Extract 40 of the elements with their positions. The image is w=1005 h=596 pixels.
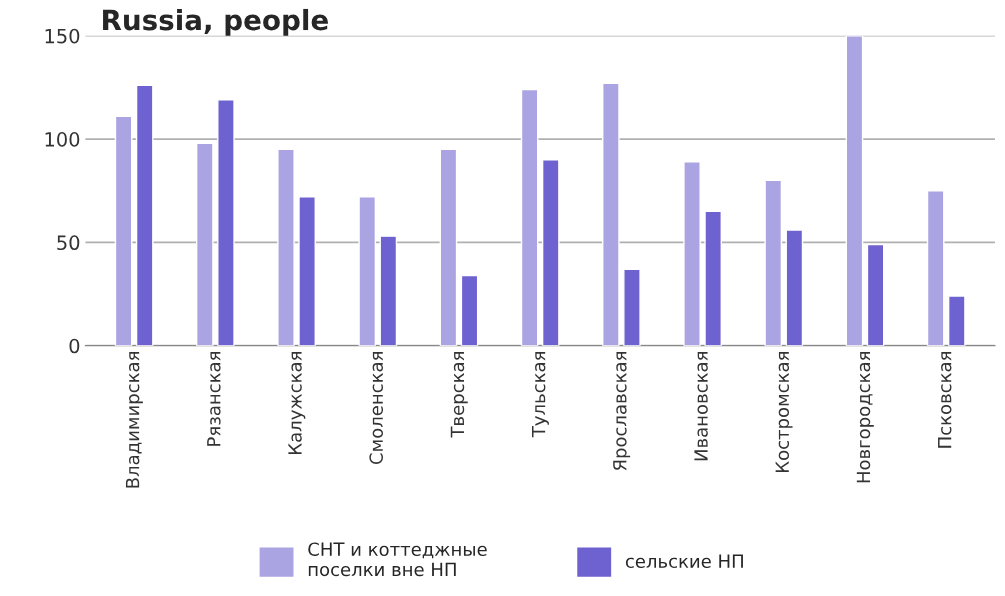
x-tick-label: Тверская <box>450 352 468 438</box>
x-tick-label: Смоленская <box>369 352 384 465</box>
x-tick-label: Ивановская <box>694 352 708 461</box>
bar <box>217 99 235 346</box>
bar <box>195 142 214 346</box>
bar <box>439 148 458 346</box>
x-tick-label: Калужская <box>288 352 306 454</box>
bar <box>764 179 783 346</box>
x-tick-label: Новгородская <box>856 352 874 483</box>
legend-label: сельские НП <box>625 554 743 569</box>
bar <box>114 115 133 346</box>
bar <box>683 161 701 346</box>
y-tick-label: 0 <box>69 338 80 354</box>
x-tick-label: Владимирская <box>125 352 143 488</box>
bar <box>520 88 539 346</box>
legend-label: СНТ и коттеджные поселки вне НП <box>308 542 487 577</box>
x-tick-label: Костромская <box>775 352 793 472</box>
x-tick-label: Ярославская <box>613 352 631 471</box>
bar <box>704 210 722 346</box>
bar <box>541 159 560 346</box>
bar <box>845 35 864 346</box>
bar <box>358 196 377 346</box>
chart-title: Russia, people <box>103 8 328 36</box>
y-tick-label: 100 <box>45 132 80 147</box>
bar <box>926 190 945 346</box>
bar <box>298 196 316 346</box>
x-tick-label: Псковская <box>938 352 952 448</box>
bar <box>460 274 479 346</box>
bar <box>947 295 966 346</box>
x-tick-label: Тульская <box>532 352 549 438</box>
bar <box>866 243 885 346</box>
bar <box>602 82 620 346</box>
bar <box>785 229 804 346</box>
bar <box>623 268 641 346</box>
y-tick-label: 50 <box>57 235 80 251</box>
x-tick-label: Рязанская <box>207 352 221 446</box>
y-tick-label: 150 <box>45 28 80 44</box>
bar <box>135 84 154 346</box>
bar <box>277 148 295 346</box>
bar <box>379 235 398 346</box>
